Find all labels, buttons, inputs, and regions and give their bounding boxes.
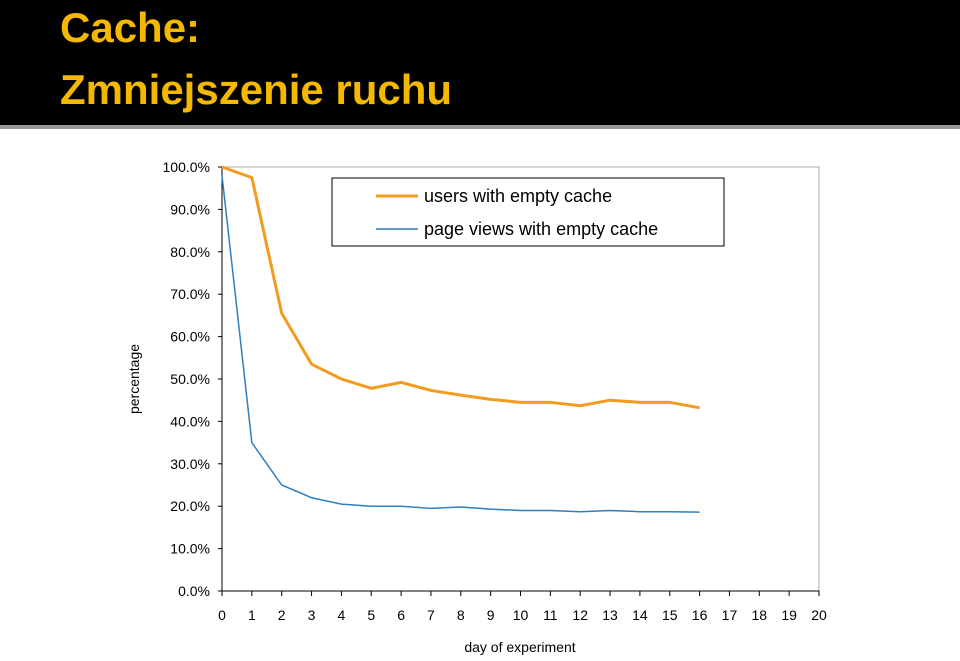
- legend-box: [331, 177, 725, 247]
- x-tick-label: 16: [692, 607, 708, 623]
- x-tick-label: 17: [722, 607, 738, 623]
- slide-title-line: Cache:: [60, 4, 200, 51]
- x-tick-label: 9: [487, 607, 495, 623]
- x-tick-label: 7: [427, 607, 435, 623]
- x-tick-label: 20: [811, 607, 827, 623]
- slide-title-line: Zmniejszenie ruchu: [60, 66, 452, 113]
- y-tick-label: 50.0%: [170, 371, 210, 387]
- x-tick-label: 6: [397, 607, 405, 623]
- series-line: [221, 175, 700, 513]
- y-tick-label: 80.0%: [170, 244, 210, 260]
- y-tick-label: 100.0%: [163, 159, 210, 175]
- x-tick-label: 5: [367, 607, 375, 623]
- x-tick-label: 18: [752, 607, 768, 623]
- x-tick-label: 14: [632, 607, 648, 623]
- x-tick-label: 0: [218, 607, 226, 623]
- y-axis-label: percentage: [126, 344, 142, 414]
- header-rule: [0, 125, 960, 129]
- x-tick-label: 2: [278, 607, 286, 623]
- x-tick-label: 15: [662, 607, 678, 623]
- y-tick-label: 30.0%: [170, 456, 210, 472]
- legend-label: page views with empty cache: [424, 219, 658, 239]
- x-tick-label: 10: [513, 607, 529, 623]
- y-tick-label: 10.0%: [170, 541, 210, 557]
- x-tick-label: 1: [248, 607, 256, 623]
- y-tick-label: 40.0%: [170, 413, 210, 429]
- header-band: [0, 0, 960, 125]
- x-tick-label: 13: [602, 607, 618, 623]
- legend-label: users with empty cache: [424, 186, 612, 206]
- series-line: [221, 165, 700, 410]
- x-tick-label: 3: [308, 607, 316, 623]
- y-tick-label: 20.0%: [170, 498, 210, 514]
- x-tick-label: 19: [781, 607, 797, 623]
- y-tick-label: 70.0%: [170, 286, 210, 302]
- x-tick-label: 8: [457, 607, 465, 623]
- x-tick-label: 11: [543, 607, 558, 623]
- x-axis-label: day of experiment: [464, 639, 575, 655]
- x-tick-label: 4: [338, 607, 346, 623]
- x-tick-label: 12: [572, 607, 588, 623]
- y-tick-label: 60.0%: [170, 329, 210, 345]
- y-tick-label: 90.0%: [170, 201, 210, 217]
- y-tick-label: 0.0%: [178, 583, 210, 599]
